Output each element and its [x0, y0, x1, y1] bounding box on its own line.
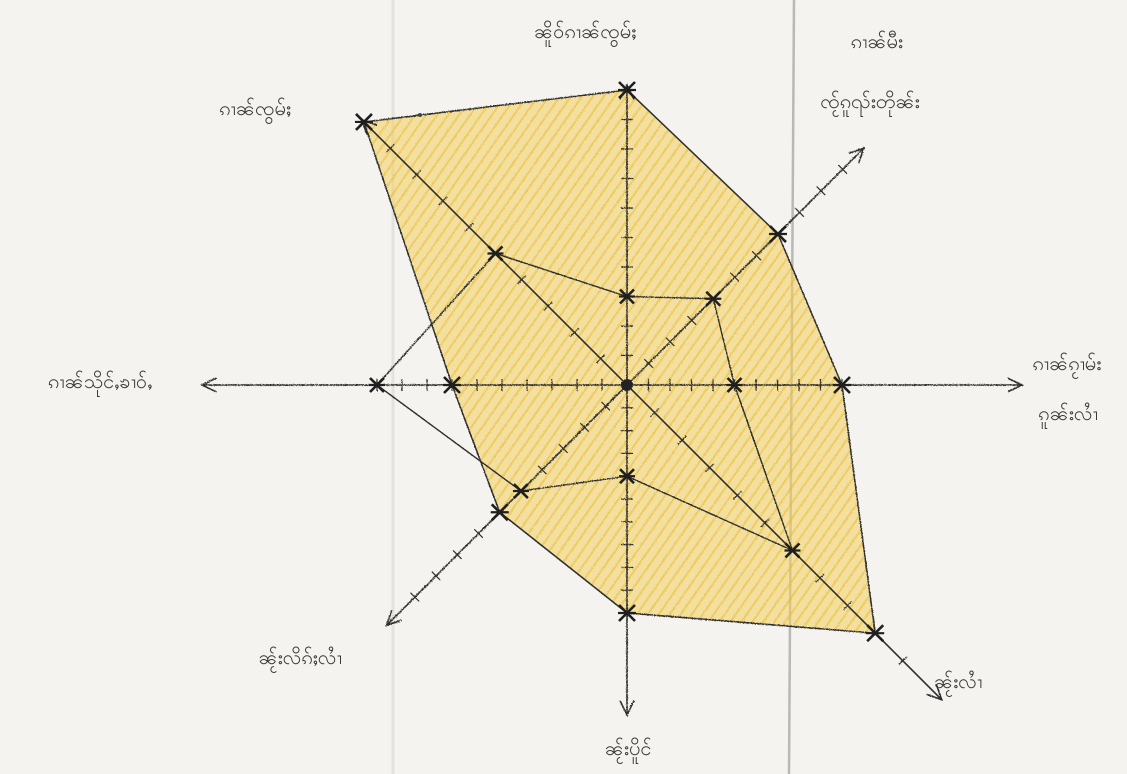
tick-mark: [705, 463, 715, 473]
arrowhead-top-right: [848, 146, 866, 164]
tick-mark: [558, 443, 569, 454]
outer-marker-top: [618, 81, 636, 99]
label-top: ၼိူဝ်ၵၢၼ်ၸွမ်ႈ: [534, 19, 636, 47]
tick-mark: [687, 315, 697, 325]
tick-mark: [601, 401, 611, 411]
label-bottom-right: ၼႂ်းလၢႆ: [934, 669, 982, 697]
outer-marker-right: [833, 376, 851, 394]
tick-mark: [385, 143, 395, 153]
tick-mark: [898, 656, 908, 666]
outer-marker-left: [443, 376, 461, 394]
tick-mark: [751, 250, 762, 261]
tick-mark: [816, 186, 826, 196]
outer-marker-bottom: [618, 604, 636, 622]
tick-mark: [431, 571, 441, 581]
inner-marker-bottom: [619, 468, 635, 485]
label-right: ၵၢၼ်ၵႂၢမ်း ၵူၼ်းလၢႆ: [1032, 351, 1107, 429]
tick-mark: [838, 164, 848, 174]
tick-mark: [473, 528, 484, 539]
label-left: ၵၢၼ်သိုင်ႇၶၢဝ်ႇ: [48, 369, 152, 397]
label-bottom-left: ၼႂ်းလိၵ်ႈလၢႆ: [258, 645, 342, 673]
tick-mark: [543, 301, 553, 311]
tick-mark: [649, 407, 660, 418]
colored-fill-area: [363, 90, 876, 634]
tick-mark: [464, 222, 474, 232]
tick-mark: [665, 337, 675, 347]
tick-mark: [677, 435, 687, 445]
label-bottom: ၼႂ်းပိူင်: [605, 736, 652, 764]
tick-mark: [410, 592, 420, 602]
inner-marker-right: [726, 377, 743, 393]
tick-mark: [643, 358, 654, 369]
inner-marker-top-left: [487, 245, 504, 262]
tick-mark: [579, 422, 590, 433]
tick-mark: [815, 573, 825, 583]
axis-top-right: [626, 147, 865, 386]
tick-mark: [569, 327, 580, 338]
label-top-right: ၵၢၼ်မီး ၸႂ်ၵူၺ်းတိုၼ်း: [820, 29, 919, 117]
tick-mark: [438, 196, 448, 206]
label-top-left: ၵၢၼ်ၸွမ်ႈ: [219, 96, 291, 124]
center-point: [621, 379, 633, 391]
outer-marker-top-left: [354, 113, 373, 131]
arrowhead-bottom-left: [385, 610, 402, 627]
tick-mark: [517, 275, 527, 285]
stray-dot: [418, 113, 422, 117]
arrowhead-bottom: [619, 700, 635, 717]
inner-marker-bottom-right: [784, 542, 801, 559]
tick-mark: [411, 169, 422, 180]
tick-mark: [842, 600, 853, 611]
axis-bottom-right: [626, 384, 943, 701]
tick-mark: [596, 354, 606, 364]
tick-mark: [794, 207, 805, 218]
tick-mark: [732, 490, 742, 500]
tick-mark: [730, 272, 740, 282]
arrowhead-right: [1007, 377, 1024, 393]
outer-marker-bottom-left: [490, 503, 509, 522]
arrowhead-left: [200, 377, 217, 393]
tick-mark: [537, 465, 547, 475]
inner-marker-top-right: [705, 290, 722, 307]
inner-marker-left: [369, 377, 385, 393]
inner-marker-bottom-left: [512, 483, 529, 499]
arrowhead-bottom-right: [926, 684, 943, 701]
outer-marker-bottom-right: [866, 624, 885, 643]
inner-marker-top: [619, 288, 635, 305]
outer-marker-top-right: [768, 225, 787, 243]
tick-mark: [760, 518, 770, 528]
tick-mark: [452, 550, 462, 560]
